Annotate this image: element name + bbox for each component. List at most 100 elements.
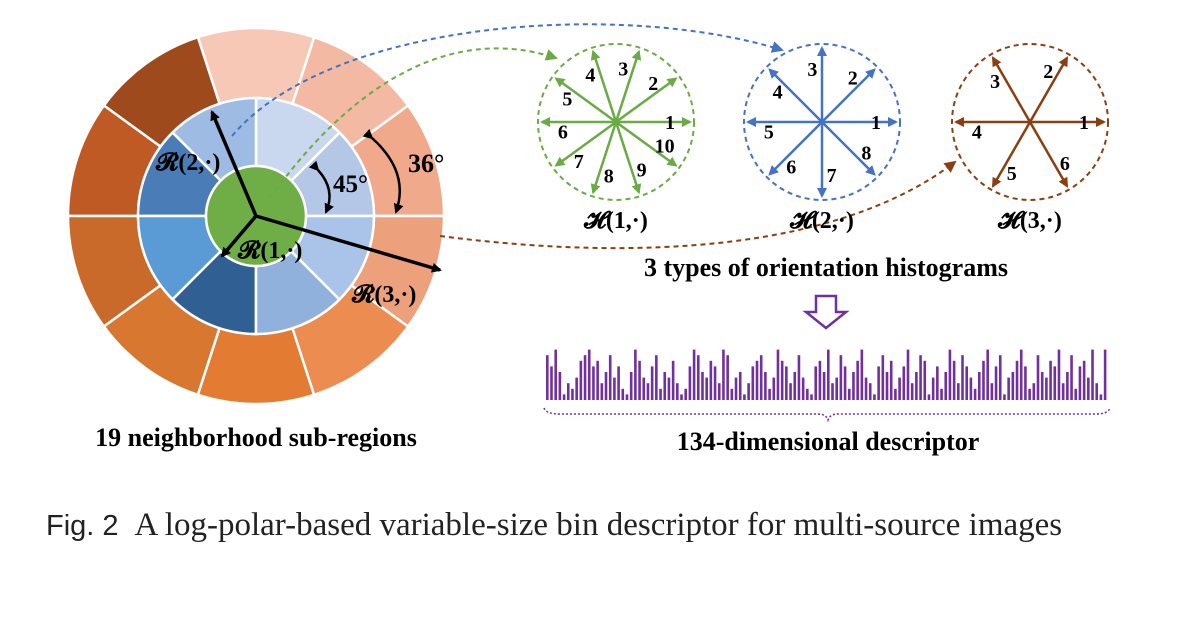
- hist-1-bin-label: 10: [655, 135, 675, 157]
- descriptor-bar: [831, 383, 834, 400]
- descriptor-bar: [919, 355, 922, 400]
- descriptor-bar: [789, 383, 792, 400]
- descriptor-bar: [768, 388, 771, 400]
- descriptor-bar: [604, 372, 608, 400]
- descriptor-bar: [827, 349, 830, 400]
- descriptor-bar: [1078, 366, 1082, 400]
- hist-1-label: 𝓗(1,·): [583, 208, 648, 234]
- descriptor-bar: [994, 366, 998, 400]
- descriptor-bar: [713, 366, 717, 400]
- descriptor-bar: [864, 377, 868, 400]
- descriptor-bar: [554, 349, 557, 400]
- hist-1-bin-arrow: [554, 120, 617, 167]
- descriptor-bar: [944, 372, 948, 400]
- descriptor-bar: [780, 360, 784, 400]
- hist-2-bin-label: 7: [827, 165, 837, 187]
- descriptor-bar: [801, 377, 805, 400]
- descriptor-bar: [659, 388, 662, 400]
- descriptor-bar: [655, 355, 658, 400]
- descriptor-bar: [852, 372, 855, 400]
- descriptor-bar: [772, 377, 776, 400]
- descriptor-bar: [1061, 383, 1065, 400]
- descriptor-bar: [608, 355, 612, 400]
- hist-3: 1 2 3 4 5 6 𝓗(3,·): [951, 43, 1109, 234]
- hist-1-bin-arrow: [614, 49, 642, 123]
- hist-2-bin-label: 6: [786, 156, 796, 178]
- descriptor-bar: [931, 377, 935, 400]
- hist-1-bin-label: 6: [558, 122, 568, 144]
- descriptor-bar: [1032, 383, 1036, 400]
- descriptor-bar: [587, 349, 591, 400]
- descriptor-bar: [642, 377, 646, 400]
- descriptor-bar: [856, 360, 859, 400]
- histograms-caption: 3 types of orientation histograms: [644, 253, 1008, 282]
- descriptor-bar: [646, 383, 650, 400]
- hist-3-bin-arrow: [991, 121, 1032, 188]
- descriptor-bar: [881, 355, 885, 400]
- descriptor-bar: [957, 383, 960, 400]
- descriptor-bar: [961, 355, 964, 400]
- hist-2-label: 𝓗(2,·): [789, 208, 854, 234]
- descriptor-bar: [877, 366, 880, 400]
- hist-1: 123 45 678 9 10 𝓗(1,·): [537, 43, 695, 234]
- descriptor-bar: [1053, 366, 1057, 400]
- descriptor-bar: [847, 388, 851, 400]
- descriptor-bar: [747, 383, 750, 400]
- descriptor-bar: [990, 383, 994, 400]
- descriptor-bar: [692, 349, 696, 400]
- descriptor-bar: [1049, 360, 1052, 400]
- descriptor-bars: [546, 349, 1107, 400]
- descriptor-bar: [868, 383, 872, 400]
- descriptor-bar: [583, 355, 587, 400]
- descriptor-bar: [969, 377, 973, 400]
- down-arrow-icon: [802, 294, 850, 330]
- hist-3-bin-arrow: [1028, 56, 1069, 123]
- descriptor-bar: [998, 355, 1002, 400]
- connector-r3: [439, 160, 957, 250]
- descriptor-bar: [982, 360, 985, 400]
- hist-2-bin-arrow: [821, 121, 876, 176]
- r3-label: 𝓡(3,·): [351, 282, 416, 308]
- figure-caption: Fig. 2 A log-polar-based variable-size bi…: [46, 503, 1156, 548]
- hist-1-bin-label: 1: [665, 112, 675, 134]
- hist-1-bin-arrow: [590, 49, 618, 123]
- hist-3-bin-label: 6: [1060, 153, 1070, 175]
- descriptor-bar: [940, 388, 943, 400]
- descriptor-bar: [558, 372, 562, 400]
- descriptor-bar: [948, 349, 952, 400]
- descriptor-bar: [546, 355, 549, 400]
- r3-vector: [255, 214, 442, 273]
- angle-36-arc: [362, 128, 404, 214]
- descriptor-bar: [1066, 372, 1069, 400]
- descriptor-bar: [592, 366, 595, 400]
- descriptor-bar: [1028, 388, 1031, 400]
- descriptor-bar: [755, 360, 759, 400]
- descriptor-bar: [596, 360, 599, 400]
- descriptor-figure: 45° 36° 𝓡(2,·) 𝓡(1,·) 𝓡(3,·) 19 neighbor…: [66, 23, 1111, 456]
- descriptor-bar: [1082, 360, 1086, 400]
- descriptor-bar: [676, 383, 679, 400]
- hist-2-bin-arrow: [768, 121, 823, 176]
- connector-r2: [231, 23, 784, 137]
- descriptor-bar: [1091, 349, 1094, 400]
- descriptor-bar: [923, 360, 927, 400]
- hist-1-bin-label: 8: [604, 166, 614, 188]
- r2-label: 𝓡(2,·): [155, 150, 220, 176]
- hist-1-bin-arrow: [554, 77, 617, 124]
- hist-2-bin-label: 4: [773, 81, 783, 103]
- descriptor-bar: [575, 377, 578, 400]
- descriptor-bar: [885, 372, 889, 400]
- descriptor-caption: 134-dimensional descriptor: [677, 427, 980, 456]
- descriptor-bar: [734, 377, 738, 400]
- descriptor-bar: [1015, 360, 1019, 400]
- descriptor-bar: [822, 372, 826, 400]
- descriptor-bar: [550, 366, 553, 400]
- descriptor-bar: [806, 388, 809, 400]
- descriptor-bar: [751, 366, 755, 400]
- descriptor-bar: [634, 349, 637, 400]
- descriptor-bar: [705, 377, 708, 400]
- descriptor-bar: [894, 388, 897, 400]
- hist-1-bin-label: 9: [637, 160, 647, 182]
